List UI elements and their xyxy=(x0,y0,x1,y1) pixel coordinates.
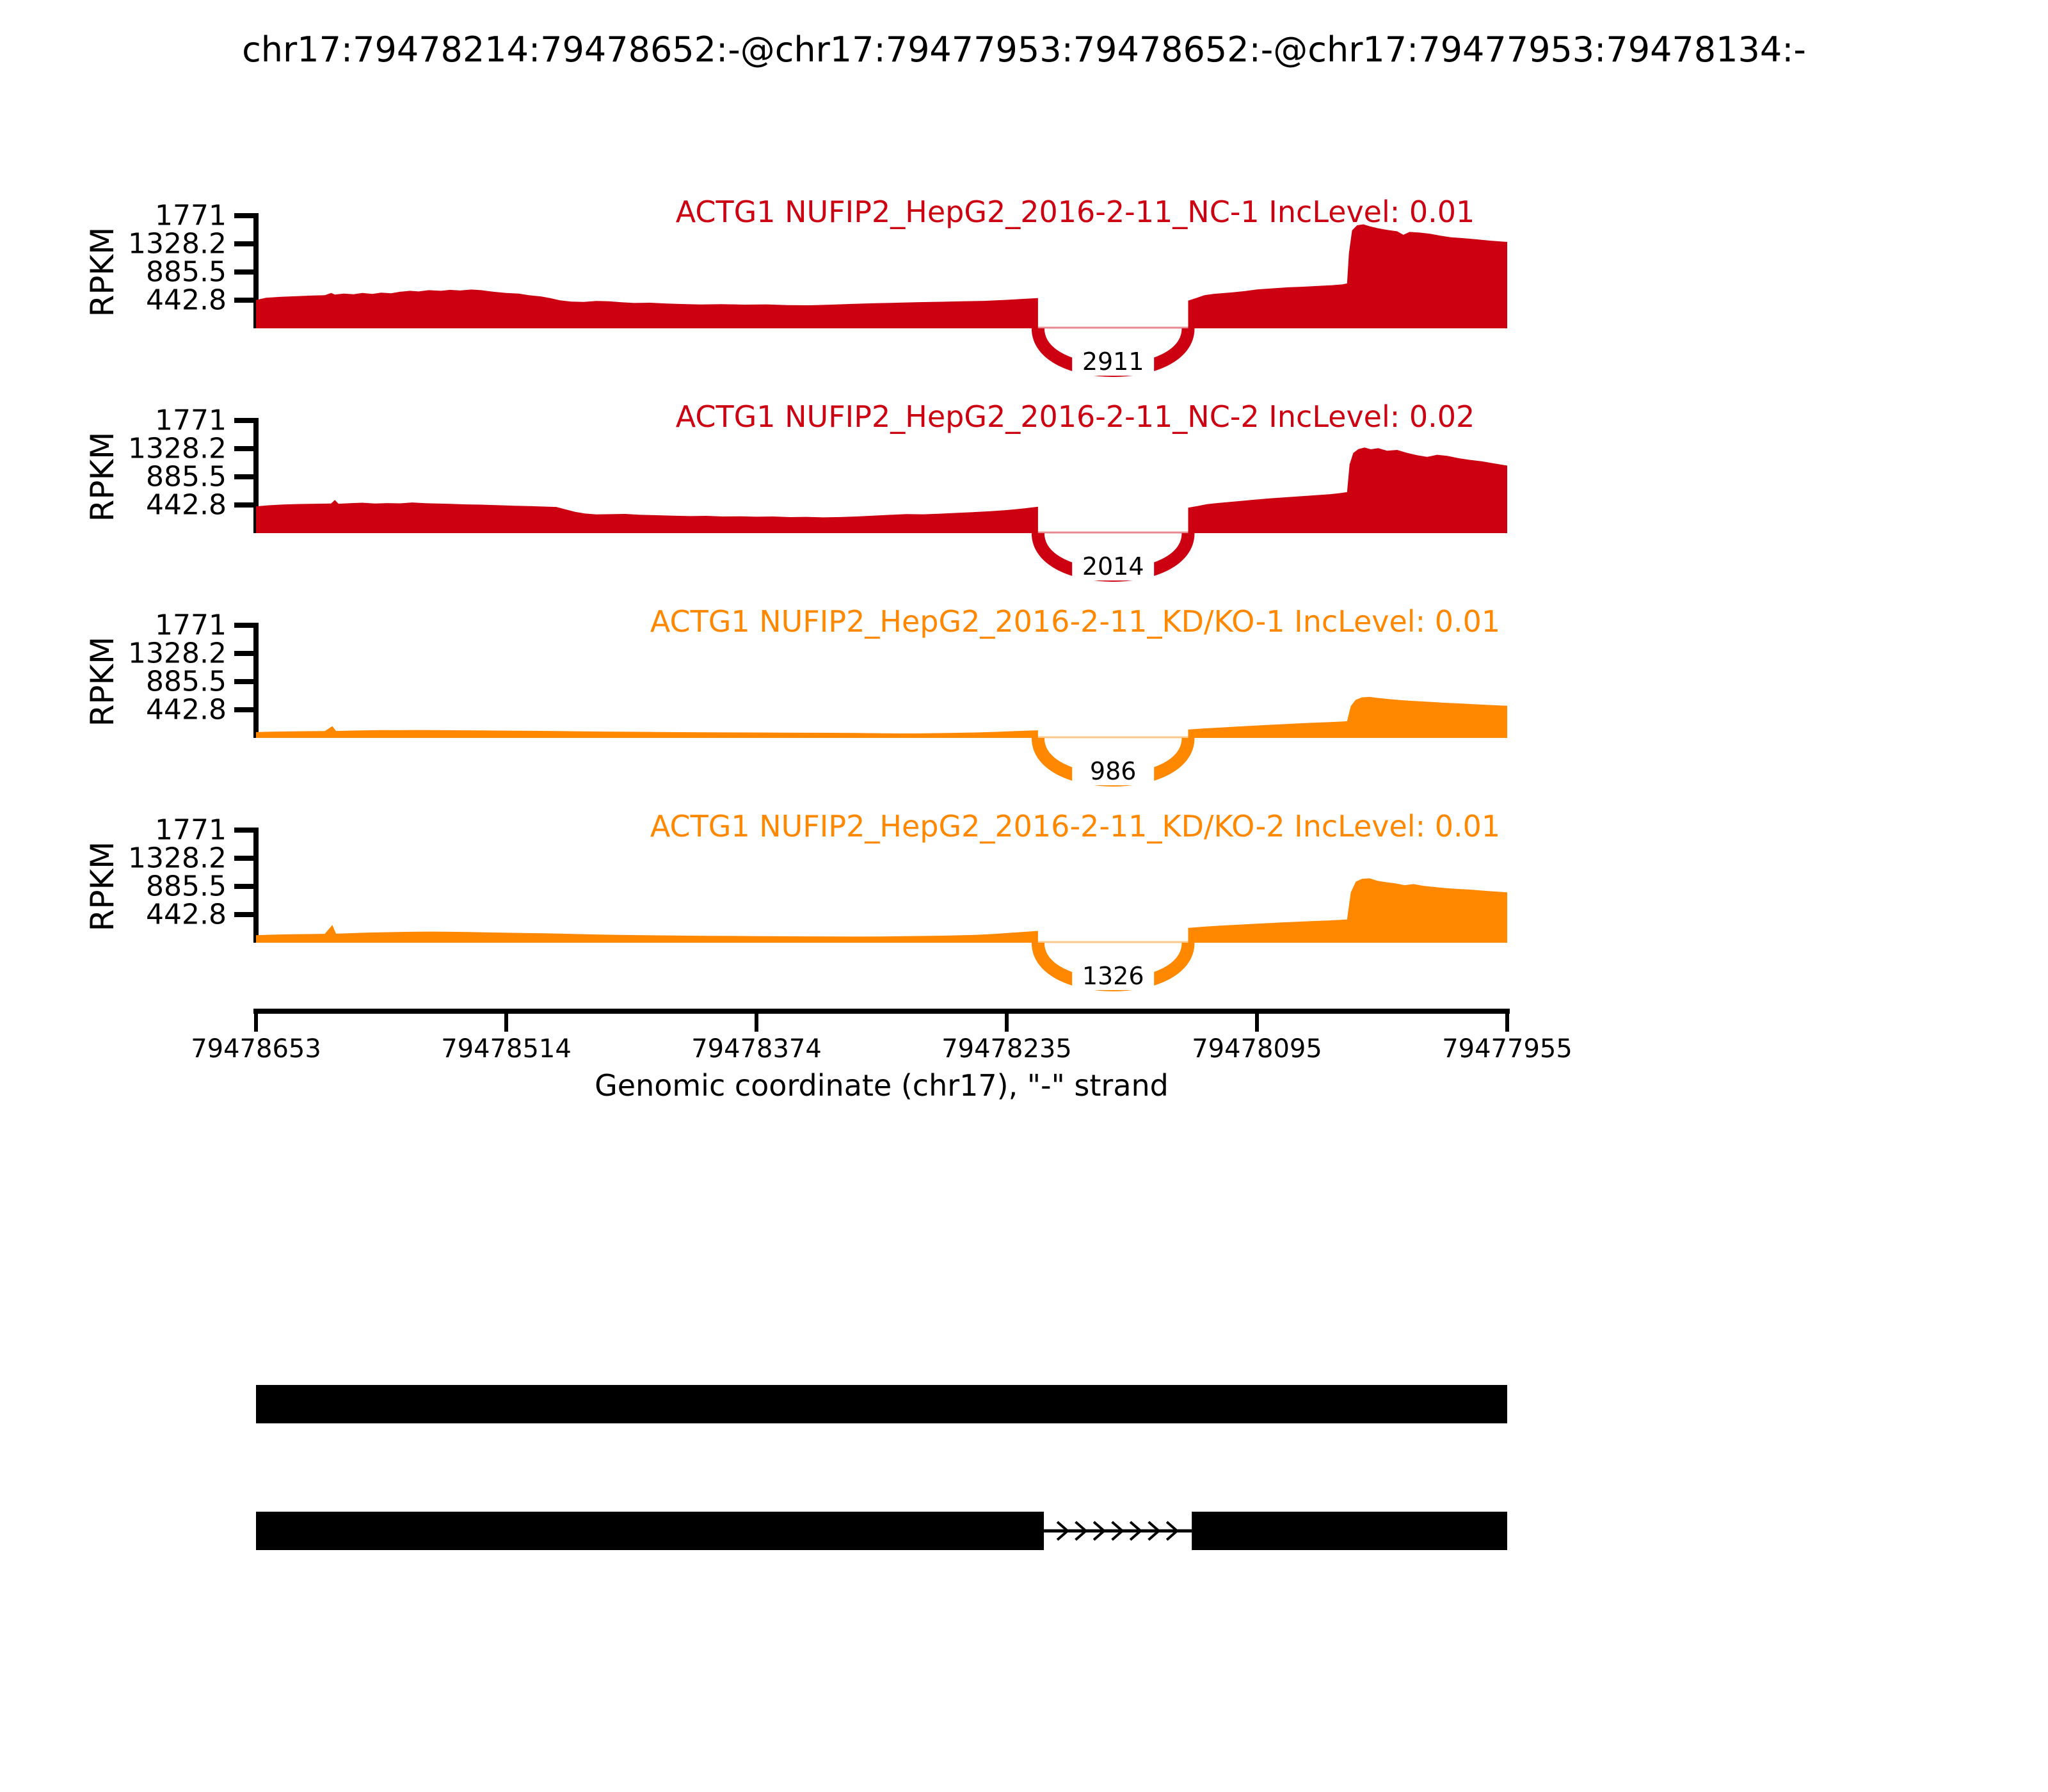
intron-direction-arrow-icon xyxy=(1056,1521,1070,1541)
y-axis-tick-label: 885.5 xyxy=(146,870,227,903)
transcript-exon xyxy=(1192,1512,1507,1550)
x-axis-title: Genomic coordinate (chr17), "-" strand xyxy=(595,1068,1169,1103)
intron-direction-arrow-icon xyxy=(1111,1521,1124,1541)
coverage-area-right xyxy=(1188,447,1507,533)
intron-direction-arrow-icon xyxy=(1165,1521,1180,1541)
y-axis-tick-label: 1328.2 xyxy=(128,433,227,465)
figure-title: chr17:79478214:79478652:-@chr17:79477953… xyxy=(242,29,1806,70)
y-axis-tick-label: 1771 xyxy=(155,404,227,437)
intron-direction-arrow-icon xyxy=(1092,1521,1107,1541)
x-axis-tick-label: 79478095 xyxy=(1192,1034,1322,1064)
junction-count: 1326 xyxy=(1082,962,1144,990)
intron-direction-arrow-icon xyxy=(1129,1521,1143,1541)
track-title: ACTG1 NUFIP2_HepG2_2016-2-11_KD/KO-2 Inc… xyxy=(650,809,1500,844)
rpkm-axis-label: RPKM xyxy=(84,227,121,317)
y-axis-tick-label: 442.8 xyxy=(146,694,227,726)
transcript-exon xyxy=(256,1512,1044,1550)
track-title: ACTG1 NUFIP2_HepG2_2016-2-11_KD/KO-1 Inc… xyxy=(650,604,1500,639)
transcript-skipping-isoform xyxy=(256,1512,1507,1550)
junction-count: 2014 xyxy=(1082,552,1144,580)
y-axis-tick-label: 885.5 xyxy=(146,461,227,493)
rpkm-axis-label: RPKM xyxy=(84,432,121,522)
coverage-area-left xyxy=(256,500,1038,533)
intron-direction-arrow-icon xyxy=(1075,1521,1088,1541)
y-axis-tick-label: 1771 xyxy=(155,814,227,847)
y-axis-tick-label: 442.8 xyxy=(146,489,227,522)
x-axis-tick-label: 79478653 xyxy=(191,1034,321,1064)
coverage-area-right xyxy=(1188,224,1507,328)
junction-count: 2911 xyxy=(1082,348,1144,376)
coverage-area-right xyxy=(1188,878,1507,943)
x-axis-tick-label: 79477955 xyxy=(1442,1034,1572,1064)
track-title: ACTG1 NUFIP2_HepG2_2016-2-11_NC-2 IncLev… xyxy=(676,399,1475,434)
x-axis-tick-label: 79478514 xyxy=(441,1034,572,1064)
junction-count-bg xyxy=(1072,550,1155,580)
y-axis-tick-label: 885.5 xyxy=(146,256,227,289)
coverage-area-left xyxy=(256,925,1038,943)
y-axis-tick-label: 1771 xyxy=(155,200,227,232)
y-axis-tick-label: 1328.2 xyxy=(128,637,227,670)
x-axis-tick-label: 79478374 xyxy=(691,1034,822,1064)
x-axis-tick-label: 79478235 xyxy=(941,1034,1072,1064)
y-axis-tick-label: 1328.2 xyxy=(128,228,227,260)
junction-count-bg xyxy=(1072,755,1155,785)
y-axis-tick-label: 442.8 xyxy=(146,284,227,317)
transcript-inclusion-isoform xyxy=(256,1385,1507,1423)
junction-count: 986 xyxy=(1090,757,1137,785)
track-title: ACTG1 NUFIP2_HepG2_2016-2-11_NC-1 IncLev… xyxy=(676,195,1475,229)
junction-count-bg xyxy=(1072,959,1155,990)
x-axis: 79478653 79478514 79478374 79478235 79478095… xyxy=(191,1009,1572,1103)
intron-direction-arrow-icon xyxy=(1148,1521,1161,1541)
coverage-area-left xyxy=(256,289,1038,328)
coverage-area-right xyxy=(1188,696,1507,738)
transcript-exon xyxy=(256,1385,1507,1423)
y-axis-tick-label: 1328.2 xyxy=(128,842,227,875)
junction-count-bg xyxy=(1072,345,1155,376)
y-axis-tick-label: 885.5 xyxy=(146,666,227,698)
y-axis-tick-label: 1771 xyxy=(155,609,227,642)
y-axis-tick-label: 442.8 xyxy=(146,899,227,931)
rpkm-axis-label: RPKM xyxy=(84,637,121,727)
coverage-area-left xyxy=(256,726,1038,738)
rpkm-axis-label: RPKM xyxy=(84,842,121,932)
